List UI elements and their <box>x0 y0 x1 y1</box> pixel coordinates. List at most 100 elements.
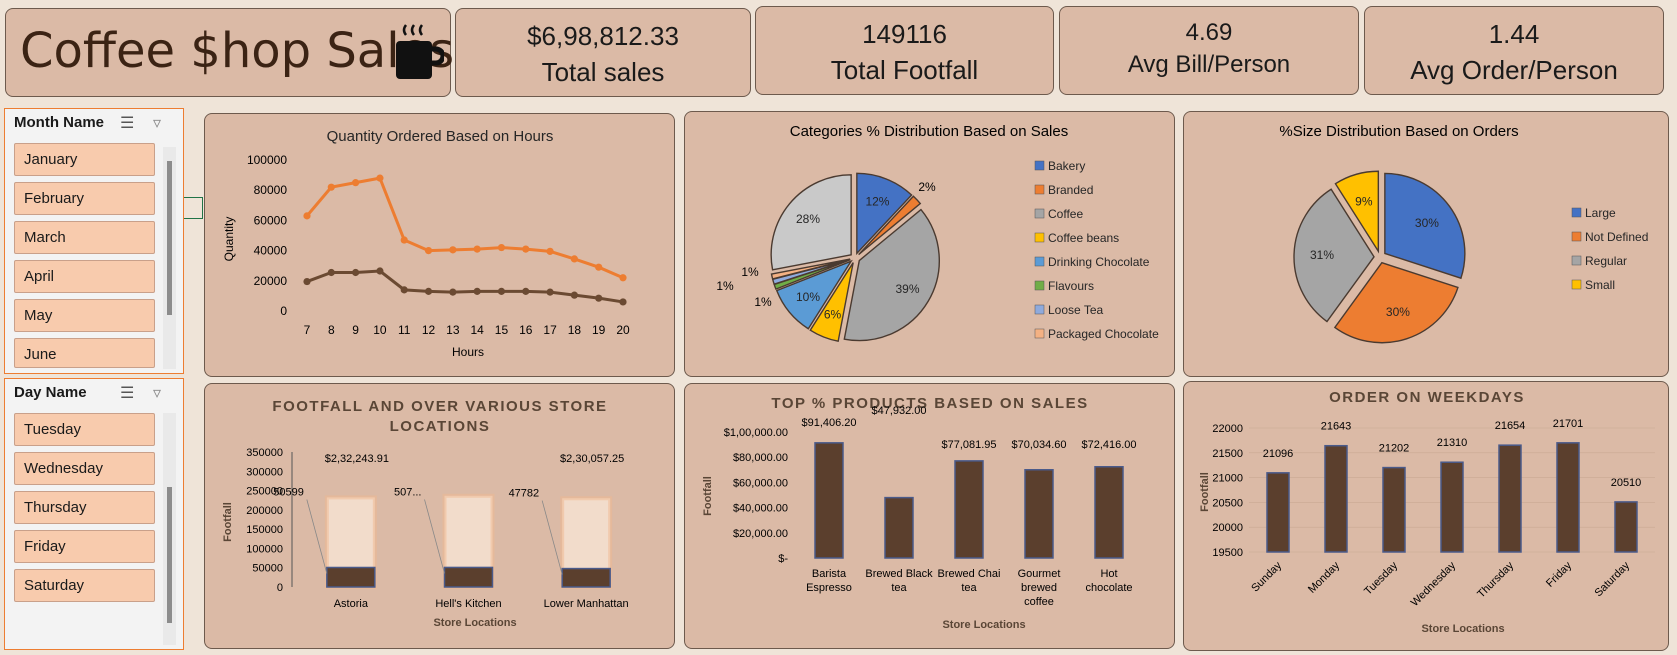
data-label: 6% <box>824 308 842 322</box>
data-label: 39% <box>895 282 919 296</box>
y-axis-label: Footfall <box>702 476 714 516</box>
x-tick-label: 8 <box>328 323 335 337</box>
y-tick-label: 60000 <box>254 213 288 227</box>
month-slicer[interactable]: Month Name ☰ ▿ January February March Ap… <box>4 108 184 374</box>
data-point <box>546 247 554 255</box>
scrollbar-thumb[interactable] <box>167 161 172 315</box>
scrollbar-thumb[interactable] <box>167 487 172 623</box>
bar <box>1556 442 1580 553</box>
data-label: 21643 <box>1321 421 1352 433</box>
slicer-item-tuesday[interactable]: Tuesday <box>14 413 155 446</box>
legend-label: Bakery <box>1048 159 1085 173</box>
data-point <box>400 236 408 244</box>
x-axis-label: Store Locations <box>1421 623 1504 635</box>
kpi-total-footfall: 149116 Total Footfall <box>755 6 1054 95</box>
legend-swatch <box>1034 184 1045 195</box>
pie-slice-packaged-chocolate <box>770 258 851 280</box>
slicer-item-saturday[interactable]: Saturday <box>14 569 155 602</box>
multi-select-icon[interactable]: ☰ <box>120 115 135 132</box>
y-tick-label: $40,000.00 <box>733 503 788 515</box>
day-slicer[interactable]: Day Name ☰ ▿ Tuesday Wednesday Thursday … <box>4 378 184 650</box>
slicer-item-friday[interactable]: Friday <box>14 530 155 563</box>
data-point <box>473 287 481 295</box>
slicer-item-may[interactable]: May <box>14 299 155 332</box>
bar-footfall <box>326 566 376 588</box>
x-tick-label: coffee <box>1024 596 1054 608</box>
kpi-label: Avg Order/Person <box>1410 55 1618 85</box>
bar <box>1094 466 1124 559</box>
kpi-total-sales: $6,98,812.33 Total sales <box>455 8 751 97</box>
y-tick-label: $60,000.00 <box>733 477 788 489</box>
slicer-item-june[interactable]: June <box>14 338 155 368</box>
data-point <box>570 291 578 299</box>
slicer-item-wednesday[interactable]: Wednesday <box>14 452 155 485</box>
data-label: 21701 <box>1553 418 1584 430</box>
chart-title: LOCATIONS <box>390 418 491 435</box>
x-tick-label: Brewed Black <box>865 568 933 580</box>
data-label: 30% <box>1415 216 1439 230</box>
x-tick-label: 14 <box>470 323 484 337</box>
x-tick-label: Espresso <box>806 582 852 594</box>
kpi-label: Avg Bill/Person <box>1127 51 1291 78</box>
data-label: 12% <box>865 194 889 208</box>
x-tick-label: 7 <box>304 323 311 337</box>
data-point <box>424 287 433 295</box>
legend-label: Coffee <box>1048 207 1083 221</box>
data-label: 28% <box>796 212 820 226</box>
bar <box>1440 461 1464 553</box>
chart-title: TOP % PRODUCTS BASED ON SALES <box>771 395 1088 412</box>
x-tick-label: Gourmet <box>1018 568 1061 580</box>
pie-slice-tea <box>770 174 852 271</box>
data-label: 9% <box>1355 194 1373 208</box>
slicer-item-february[interactable]: February <box>14 182 155 215</box>
data-point <box>449 288 457 296</box>
clear-filter-icon[interactable]: ▿ <box>153 385 162 402</box>
y-tick-label: 350000 <box>246 447 283 459</box>
y-tick-label: 20000 <box>254 274 288 288</box>
y-tick-label: $- <box>778 553 788 565</box>
slicer-item-january[interactable]: January <box>14 143 155 176</box>
store-footfall-panel: FOOTFALL AND OVER VARIOUS STORE LOCATIONS… <box>204 383 675 649</box>
bar-footfall <box>443 566 494 588</box>
bar <box>1382 466 1406 553</box>
pie-slice-small <box>1334 170 1380 254</box>
multi-select-icon[interactable]: ☰ <box>120 385 135 402</box>
y-tick-label: 300000 <box>246 466 283 478</box>
data-point <box>400 286 408 294</box>
x-tick-label: Lower Manhattan <box>544 598 629 610</box>
y-tick-label: 100000 <box>246 543 283 555</box>
pie-slice-branded <box>858 195 922 256</box>
y-tick-label: 150000 <box>246 524 283 536</box>
slicer-item-march[interactable]: March <box>14 221 155 254</box>
pie-slice-not-defined <box>1333 261 1459 344</box>
size-distribution-panel: %Size Distribution Based on Orders 30% 30%… <box>1183 111 1669 377</box>
clear-filter-icon[interactable]: ▿ <box>153 115 162 132</box>
legend-swatch <box>1571 207 1582 218</box>
legend-label: Packaged Chocolate <box>1048 327 1159 341</box>
x-tick-label: Thursday <box>1475 559 1516 600</box>
x-tick-label: chocolate <box>1085 582 1132 594</box>
legend-label: Regular <box>1585 254 1627 268</box>
data-point <box>424 247 433 255</box>
data-point <box>327 268 335 277</box>
slicer-item-april[interactable]: April <box>14 260 155 293</box>
data-label: 1% <box>741 265 759 279</box>
leader-line <box>306 499 328 574</box>
slicer-title: Month Name <box>14 114 104 131</box>
leader-line <box>424 499 445 574</box>
slicer-item-thursday[interactable]: Thursday <box>14 491 155 524</box>
data-label: $2,32,243.91 <box>325 453 389 465</box>
y-tick-label: $20,000.00 <box>733 528 788 540</box>
y-tick-label: $1,00,000.00 <box>724 427 788 439</box>
legend-swatch <box>1034 280 1045 291</box>
bar <box>1498 444 1522 553</box>
x-axis-label: Hours <box>452 345 484 359</box>
kpi-value: 4.69 <box>1185 19 1233 46</box>
data-label: $70,034.60 <box>1011 439 1066 451</box>
data-label: 507... <box>394 486 422 498</box>
bar <box>884 496 914 559</box>
data-label: 21654 <box>1495 420 1526 432</box>
pie-slice-coffee-beans <box>809 262 854 343</box>
chart-title: ORDER ON WEEKDAYS <box>1329 389 1525 406</box>
legend-label: Large <box>1585 206 1616 220</box>
